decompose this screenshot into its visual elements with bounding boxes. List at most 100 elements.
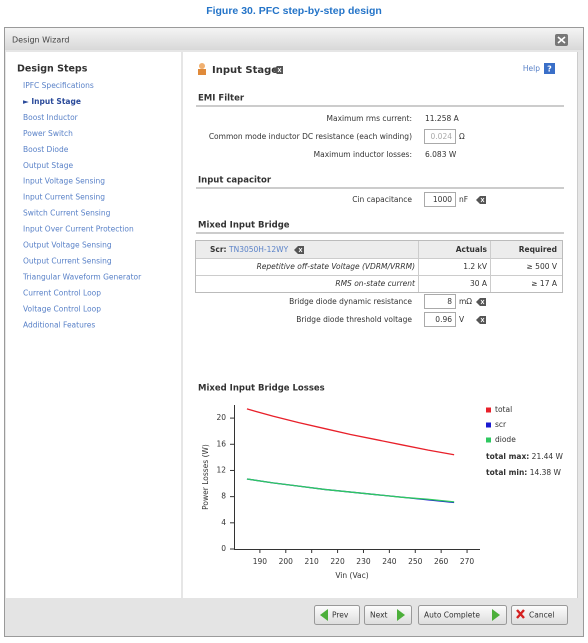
x-tick-label: 240 [382,557,397,566]
button[interactable] [364,605,412,625]
step-link[interactable]: Input Voltage Sensing [23,177,105,186]
table-actual: 30 A [470,279,488,288]
page-title: Input Stage [212,65,278,76]
step-link[interactable]: Power Switch [23,129,73,138]
annotation: total min: 14.38 W [486,468,562,477]
table-actual: 1.2 kV [463,262,488,271]
clear-icon-x[interactable] [277,67,282,73]
sidebar-title: Design Steps [17,64,88,75]
chart-title: Mixed Input Bridge Losses [198,384,325,394]
step-link[interactable]: Triangular Waveform Generator [22,272,142,281]
clear-icon-x[interactable] [480,299,485,305]
clear-icon[interactable] [476,316,486,324]
x-tick-label: 190 [253,557,268,566]
column-header: Actuals [456,245,488,254]
step-link[interactable]: Voltage Control Loop [23,304,101,313]
close-button[interactable] [555,34,568,46]
y-tick-label: 12 [216,465,226,474]
input-box[interactable] [424,192,456,207]
x-tick-label: 230 [356,557,371,566]
y-tick-label: 8 [221,492,226,501]
x-tick-label: 200 [279,557,294,566]
button-icon[interactable] [492,609,500,621]
step-link[interactable]: Switch Current Sensing [23,209,111,218]
button-label[interactable]: Prev [332,611,349,620]
input-value[interactable]: 1000 [433,195,452,204]
clear-icon[interactable] [476,298,486,306]
step-link[interactable]: Additional Features [23,320,95,329]
table-label: RMS on-state current [335,279,416,288]
step-link[interactable]: Boost Diode [23,145,69,154]
table-label: Repetitive off-state Voltage (VDRM/VRRM) [257,262,416,271]
x-tick-label: 260 [434,557,449,566]
clear-icon[interactable] [273,66,283,74]
input-unit: nF [459,195,468,204]
button-face[interactable] [418,605,507,625]
annotation: total max: 21.44 W [486,452,564,461]
x-tick-label: 270 [460,557,475,566]
button-face[interactable] [511,605,568,625]
button-face[interactable] [364,605,412,625]
part-link[interactable]: TN3050H-12WY [228,245,289,254]
input-box[interactable] [424,312,456,327]
input-unit: mΩ [459,297,472,306]
clear-icon-x[interactable] [480,317,485,323]
clear-icon[interactable] [476,196,486,204]
input-value[interactable]: 0.96 [435,315,452,324]
input-box[interactable] [424,294,456,309]
step-link[interactable]: Current Control Loop [23,288,101,297]
input-value[interactable]: 0.024 [431,132,453,141]
button[interactable] [314,605,360,625]
caption: Figure 30. PFC step-by-step design [206,5,382,17]
button-icon[interactable] [320,609,328,621]
button[interactable] [511,605,568,625]
annotation-value: 14.38 W [530,468,562,477]
legend-swatch [486,437,491,443]
step-link[interactable]: Boost Inductor [23,113,79,122]
input-unit: Ω [459,132,465,141]
clear-icon[interactable] [294,246,304,254]
x-axis-label: Vin (Vac) [335,571,368,580]
column-header: Required [519,245,557,254]
button-label[interactable]: Cancel [529,611,554,620]
field-label: Bridge diode threshold voltage [296,315,412,324]
step-link[interactable]: ► Input Stage [23,97,81,106]
input-box[interactable] [424,129,456,144]
step-link[interactable]: Output Current Sensing [23,256,112,265]
button-label[interactable]: Next [370,611,388,620]
x-tick-label: 220 [330,557,345,566]
y-tick-label: 4 [221,518,226,527]
window-title: Design Wizard [12,36,69,45]
section-heading: EMI Filter [198,94,245,104]
x-tick-label: 210 [305,557,320,566]
clear-icon-x[interactable] [480,197,485,203]
button-label[interactable]: Auto Complete [424,611,480,620]
legend-label: total [495,405,512,414]
field-value: 11.258 A [425,114,460,123]
step-link[interactable]: Output Voltage Sensing [23,241,112,250]
series-line [246,408,455,456]
step-link[interactable]: IPFC Specifications [23,81,94,90]
step-link[interactable]: Input Over Current Protection [23,225,134,234]
help-link[interactable]: Help [523,64,540,73]
sidebar [6,52,181,598]
y-tick-label: 20 [216,413,226,422]
annotation-label: total max: [486,452,529,461]
field-value: 6.083 W [425,150,457,159]
series-line [246,478,455,503]
button-icon[interactable] [516,609,525,619]
field-label: Maximum rms current: [327,114,412,123]
input-value[interactable]: 8 [447,297,452,306]
button[interactable] [418,605,507,625]
help-icon[interactable]: ? [544,63,555,74]
clear-icon-x[interactable] [298,247,303,253]
step-link[interactable]: Input Current Sensing [23,193,105,202]
annotation-value: 21.44 W [532,452,564,461]
y-tick-label: 16 [216,439,226,448]
button-icon[interactable] [397,609,405,621]
svg-text:?: ? [547,65,552,74]
x-tick-label: 250 [408,557,423,566]
button-face[interactable] [314,605,360,625]
step-link[interactable]: Output Stage [23,161,73,170]
